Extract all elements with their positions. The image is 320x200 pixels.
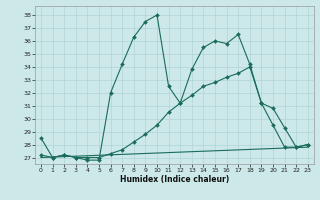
X-axis label: Humidex (Indice chaleur): Humidex (Indice chaleur) bbox=[120, 175, 229, 184]
